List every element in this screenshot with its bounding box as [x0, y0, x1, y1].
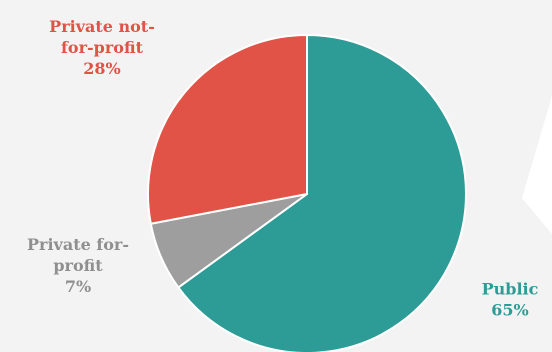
pie-label-line: for-profit	[61, 38, 144, 57]
pie-label-private-for-profit: Private for-profit 7%	[27, 235, 129, 296]
pie-slice-public	[177, 34, 467, 352]
pie-label-private-not-for-profit: Private not-for-profit 28%	[49, 17, 155, 78]
pie-label-line: Private not-	[49, 17, 155, 36]
pie-label-line: Public	[482, 280, 539, 299]
pie-label-line: 7%	[65, 277, 91, 296]
callout-decoration	[522, 96, 552, 234]
pie-label-line: 65%	[491, 301, 528, 320]
pie-label-line: 28%	[83, 59, 120, 78]
pie-slice-private-not-for-profit	[147, 34, 308, 225]
pie-label-line: Private for-	[27, 235, 129, 254]
pie-label-public: Public 65%	[482, 280, 539, 320]
pie-labels: Public 65% Private for-profit 7% Private not…	[27, 17, 539, 320]
pie-slices	[147, 34, 467, 352]
pie-label-line: profit	[53, 256, 103, 275]
